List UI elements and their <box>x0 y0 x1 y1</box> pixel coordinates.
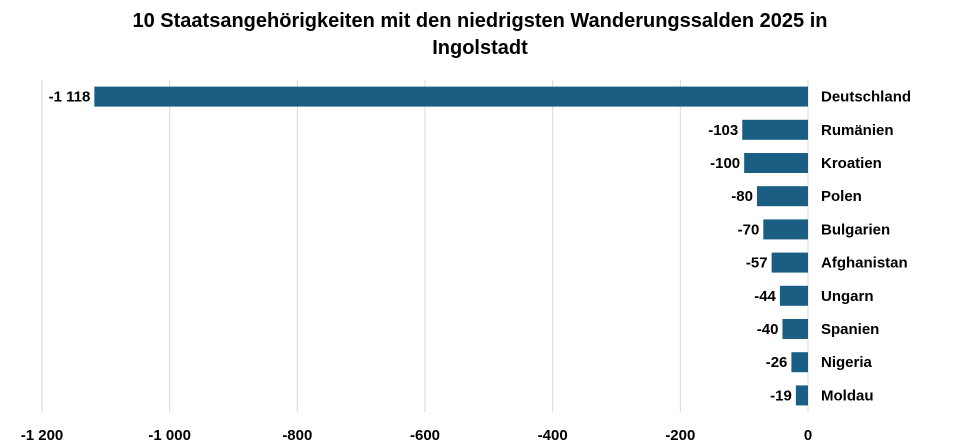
category-label: Kroatien <box>821 155 882 172</box>
value-label: -100 <box>710 155 740 172</box>
x-tick-label: -1 200 <box>21 427 64 444</box>
value-label: -44 <box>754 288 776 305</box>
value-label: -103 <box>708 122 738 139</box>
x-tick-label: 0 <box>804 427 812 444</box>
bar <box>94 86 809 107</box>
category-label: Rumänien <box>821 122 894 139</box>
category-label: Polen <box>821 188 862 205</box>
category-label: Deutschland <box>821 89 911 106</box>
category-label: Afghanistan <box>821 255 908 272</box>
bar <box>744 153 808 173</box>
chart-title: 10 Staatsangehörigkeiten mit den niedrig… <box>0 8 960 62</box>
x-tick-label: -800 <box>282 427 312 444</box>
value-label: -26 <box>766 354 788 371</box>
value-label: -70 <box>738 221 760 238</box>
labels: -1 200 -1 000 -800 -600 -400 -200 0 -1 118 Deuts… <box>21 89 911 444</box>
bars <box>94 86 809 406</box>
bar <box>771 252 808 273</box>
chart-title-line-2: Ingolstadt <box>432 37 528 59</box>
category-label: Moldau <box>821 387 874 404</box>
bar <box>795 385 808 406</box>
bar <box>782 319 808 339</box>
value-label: -80 <box>731 188 753 205</box>
value-label: -1 118 <box>49 89 91 106</box>
bar <box>779 285 808 306</box>
x-tick-label: -600 <box>410 427 440 444</box>
category-label: Spanien <box>821 321 879 338</box>
category-label: Ungarn <box>821 288 874 305</box>
x-tick-label: -200 <box>665 427 695 444</box>
value-label: -40 <box>757 321 779 338</box>
bar <box>763 219 808 240</box>
value-label: -19 <box>770 387 792 404</box>
x-tick-label: -400 <box>538 427 568 444</box>
chart-title-line-1: 10 Staatsangehörigkeiten mit den niedrig… <box>132 10 828 32</box>
bar <box>791 352 808 373</box>
gridlines <box>41 80 809 412</box>
bar <box>756 186 808 207</box>
category-label: Nigeria <box>821 354 873 371</box>
bar <box>742 119 808 140</box>
category-label: Bulgarien <box>821 221 890 238</box>
x-tick-label: -1 000 <box>148 427 191 444</box>
value-label: -57 <box>746 255 768 272</box>
